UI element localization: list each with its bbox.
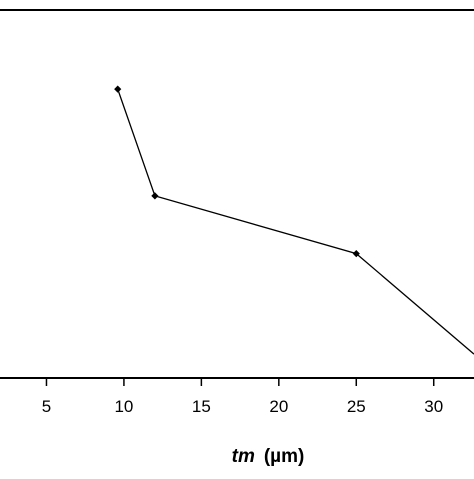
data-line bbox=[117, 88, 474, 355]
series-layer bbox=[114, 85, 474, 355]
x-axis-title-unit: (µm) bbox=[264, 446, 305, 467]
x-axis-title-symbol: tm bbox=[232, 446, 255, 467]
x-tick-label: 20 bbox=[269, 397, 288, 416]
plot-frame bbox=[0, 9, 474, 379]
data-point-marker bbox=[352, 250, 360, 258]
x-tick-label: 10 bbox=[114, 397, 133, 416]
data-point-marker bbox=[114, 85, 122, 93]
x-tick-label: 5 bbox=[42, 397, 51, 416]
data-point-marker bbox=[151, 192, 159, 200]
x-tick-label: 15 bbox=[192, 397, 211, 416]
x-axis-title: tm (µm) bbox=[232, 446, 305, 467]
x-tick-label: 30 bbox=[424, 397, 443, 416]
x-tick-label: 25 bbox=[347, 397, 366, 416]
x-axis-ticks: 5 10 15 20 25 30 bbox=[42, 378, 443, 416]
